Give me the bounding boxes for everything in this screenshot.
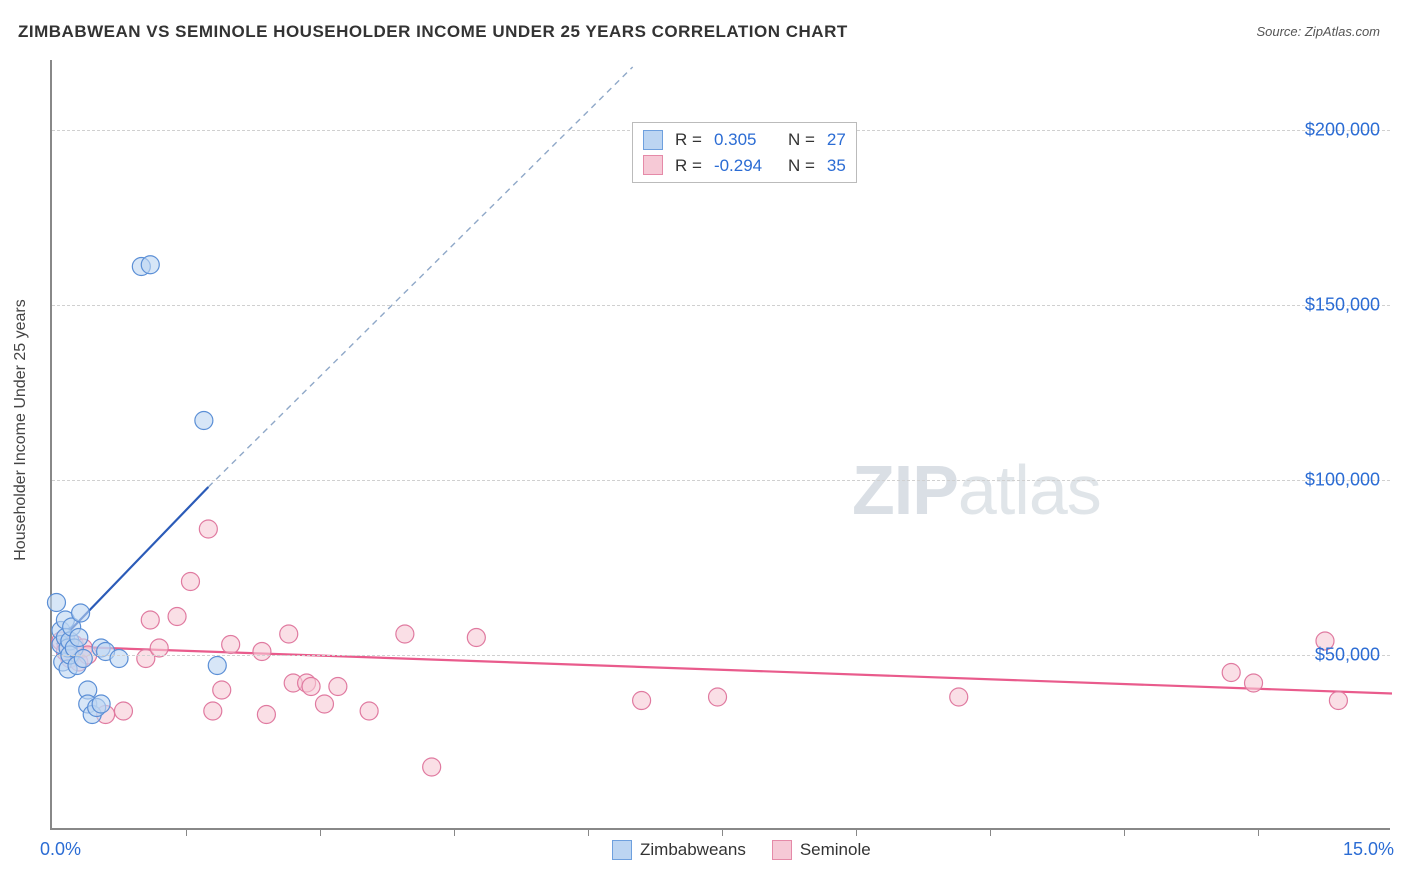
legend-N-value-zimb: 27 (827, 127, 846, 153)
legend-N-value-sem: 35 (827, 153, 846, 179)
x-tick (588, 828, 589, 836)
legend-swatch-pink (772, 840, 792, 860)
y-tick-label: $50,000 (1315, 645, 1380, 666)
correlation-legend: R = 0.305 N = 27 R = -0.294 N = 35 (632, 122, 857, 183)
grid-line (52, 480, 1390, 481)
grid-line (52, 305, 1390, 306)
legend-swatch-blue (612, 840, 632, 860)
y-tick-label: $200,000 (1305, 120, 1380, 141)
legend-item-zimbabweans: Zimbabweans (612, 840, 746, 860)
y-tick-label: $150,000 (1305, 295, 1380, 316)
legend-N-label: N = (788, 127, 815, 153)
grid-line (52, 655, 1390, 656)
legend-item-seminole: Seminole (772, 840, 871, 860)
legend-label-zimbabweans: Zimbabweans (640, 840, 746, 860)
x-tick (454, 828, 455, 836)
legend-label-seminole: Seminole (800, 840, 871, 860)
legend-R-value-zimb: 0.305 (714, 127, 768, 153)
x-tick (320, 828, 321, 836)
y-tick-label: $100,000 (1305, 470, 1380, 491)
x-tick (186, 828, 187, 836)
legend-N-label: N = (788, 153, 815, 179)
legend-swatch-blue (643, 130, 663, 150)
x-tick (722, 828, 723, 836)
chart-title: ZIMBABWEAN VS SEMINOLE HOUSEHOLDER INCOM… (18, 22, 848, 42)
x-tick (856, 828, 857, 836)
legend-row-seminole: R = -0.294 N = 35 (643, 153, 846, 179)
x-tick (1258, 828, 1259, 836)
x-axis-min-label: 0.0% (40, 839, 81, 860)
source-label: Source: ZipAtlas.com (1256, 24, 1380, 39)
y-axis-title: Householder Income Under 25 years (12, 299, 30, 560)
series-legend: Zimbabweans Seminole (612, 840, 871, 860)
x-tick (1124, 828, 1125, 836)
legend-row-zimbabweans: R = 0.305 N = 27 (643, 127, 846, 153)
legend-R-value-sem: -0.294 (714, 153, 768, 179)
x-axis-max-label: 15.0% (1343, 839, 1394, 860)
legend-R-label: R = (675, 127, 702, 153)
plot-area: ZIPatlas R = 0.305 N = 27 R = -0.294 N =… (50, 60, 1390, 830)
legend-R-label: R = (675, 153, 702, 179)
x-tick (990, 828, 991, 836)
legend-swatch-pink (643, 155, 663, 175)
